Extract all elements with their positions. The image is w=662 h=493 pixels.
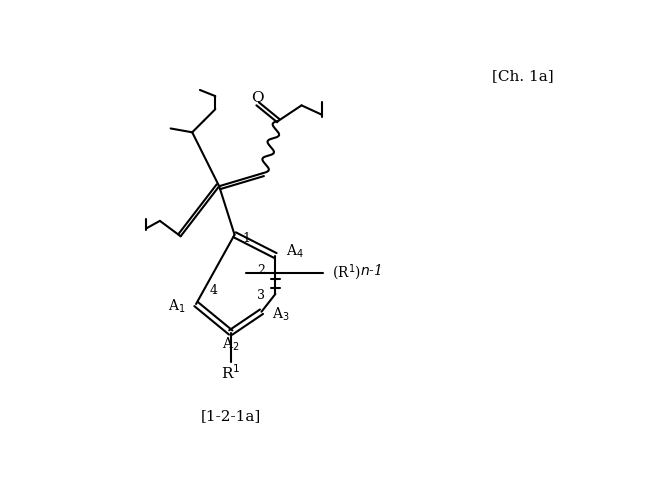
Text: $n$-1: $n$-1 [360, 263, 381, 278]
Text: [1-2-1a]: [1-2-1a] [201, 409, 261, 423]
Text: [Ch. 1a]: [Ch. 1a] [493, 69, 554, 83]
Text: A$_4$: A$_4$ [286, 243, 304, 260]
Text: A$_2$: A$_2$ [222, 335, 240, 353]
Text: O: O [252, 91, 264, 105]
Text: 2: 2 [257, 264, 265, 278]
Text: A$_1$: A$_1$ [167, 298, 185, 315]
Text: 4: 4 [210, 283, 218, 297]
Text: 1: 1 [242, 232, 250, 245]
Text: A$_3$: A$_3$ [272, 305, 290, 323]
Text: R$^1$: R$^1$ [221, 363, 240, 382]
Text: 3: 3 [257, 289, 265, 302]
Text: (R$^1$): (R$^1$) [332, 262, 361, 282]
